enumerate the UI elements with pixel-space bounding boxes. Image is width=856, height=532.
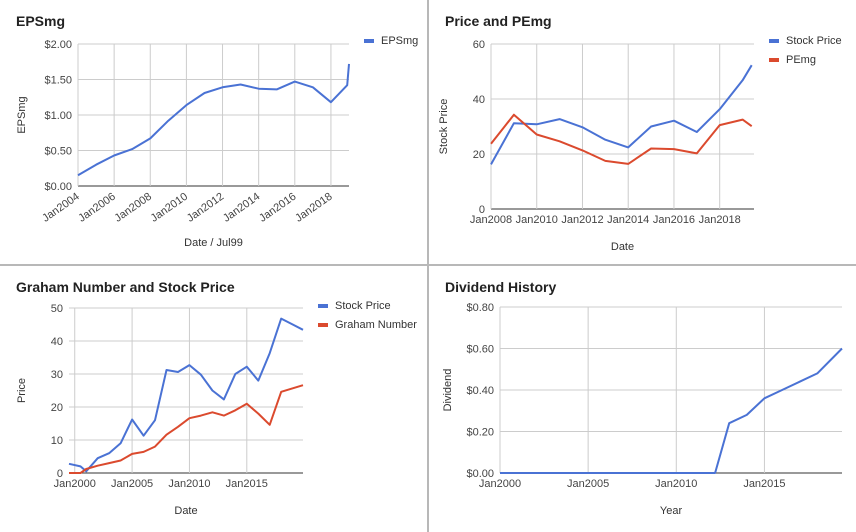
legend-label: PEmg	[786, 54, 816, 66]
chart-title: Graham Number and Stock Price	[16, 279, 235, 295]
x-tick-label: Jan2018	[293, 191, 334, 225]
dividend-chart-panel: Dividend History $0.00 $0.20 $0.40 $0.60 $0.8…	[429, 266, 856, 532]
y-axis-label: Price	[16, 378, 28, 403]
graham-chart-panel: Graham Number and Stock Price 0 10 20 30 40 50…	[0, 266, 427, 532]
y-tick-label: $0.50	[44, 146, 72, 158]
x-tick-label: Jan2014	[607, 214, 649, 226]
y-tick-label: 10	[51, 435, 63, 447]
y-tick-label: $2.00	[44, 39, 72, 51]
legend-swatch	[318, 323, 328, 327]
eps-chart-panel: EPSmg $0.00 $0.50 $1.00 $1.50 $2.00 Jan2004 Jan…	[0, 0, 427, 264]
x-tick-label: Jan2012	[185, 191, 226, 225]
y-axis-label: Dividend	[442, 369, 454, 412]
x-tick-label: Jan2010	[655, 478, 697, 490]
y-tick-label: $1.00	[44, 110, 72, 122]
y-axis-label: Stock Price	[438, 99, 450, 155]
x-tick-label: Jan2005	[111, 478, 153, 490]
y-tick-label: $0.40	[466, 385, 494, 397]
chart-title: EPSmg	[16, 13, 65, 29]
series-line-1	[69, 384, 304, 474]
x-tick-label: Jan2015	[743, 478, 785, 490]
x-axis-label: Year	[660, 505, 683, 517]
y-tick-label: 60	[473, 39, 485, 51]
y-tick-label: 0	[57, 468, 63, 480]
x-tick-label: Jan2006	[76, 191, 117, 225]
x-tick-label: Jan2016	[257, 191, 298, 225]
graham-chart: Graham Number and Stock Price 0 10 20 30 40 50…	[16, 279, 417, 517]
legend-label: Stock Price	[786, 35, 842, 47]
legend-swatch	[318, 304, 328, 308]
y-tick-label: $0.60	[466, 344, 494, 356]
y-tick-label: $0.20	[466, 427, 494, 439]
legend-label: EPSmg	[381, 35, 418, 47]
x-axis-label: Date	[611, 241, 634, 253]
grid-divider-vertical	[427, 0, 429, 532]
x-tick-label: Jan2000	[479, 478, 521, 490]
series-line-0	[490, 64, 753, 165]
y-tick-label: $0.00	[44, 181, 72, 193]
chart-title: Dividend History	[445, 279, 556, 295]
x-tick-label: Jan2005	[567, 478, 609, 490]
y-tick-label: 50	[51, 303, 63, 315]
y-tick-label: 0	[479, 204, 485, 216]
y-tick-label: 40	[51, 336, 63, 348]
y-axis-label: EPSmg	[16, 96, 28, 133]
y-tick-label: 30	[51, 369, 63, 381]
x-tick-label: Jan2018	[699, 214, 741, 226]
dividend-chart: Dividend History $0.00 $0.20 $0.40 $0.60 $0.8…	[442, 279, 843, 517]
x-tick-label: Jan2004	[40, 191, 81, 225]
price-pe-chart-panel: Price and PEmg 0 20 40 60 Jan2008 Jan2010 Jan20…	[429, 0, 856, 264]
y-tick-label: $0.80	[466, 302, 494, 314]
x-tick-label: Jan2008	[113, 191, 154, 225]
x-tick-label: Jan2014	[221, 191, 262, 225]
x-tick-label: Jan2000	[54, 478, 96, 490]
legend-swatch	[769, 58, 779, 62]
legend-swatch	[364, 39, 374, 43]
series-line-1	[490, 113, 753, 165]
x-tick-label: Jan2016	[653, 214, 695, 226]
x-tick-label: Jan2015	[226, 478, 268, 490]
y-tick-label: 20	[51, 402, 63, 414]
y-tick-label: 20	[473, 149, 485, 161]
y-tick-label: $0.00	[466, 468, 494, 480]
series-line-0	[500, 347, 843, 474]
legend-swatch	[769, 39, 779, 43]
x-axis-label: Date	[174, 505, 197, 517]
x-tick-label: Jan2010	[168, 478, 210, 490]
legend-label: Stock Price	[335, 300, 391, 312]
y-tick-label: 40	[473, 94, 485, 106]
x-tick-label: Jan2008	[470, 214, 512, 226]
x-tick-label: Jan2012	[561, 214, 603, 226]
chart-title: Price and PEmg	[445, 13, 552, 29]
legend-label: Graham Number	[335, 319, 417, 331]
series-line-0	[68, 317, 304, 473]
grid-divider-horizontal	[0, 264, 856, 266]
x-tick-label: Jan2010	[149, 191, 190, 225]
series-line-0	[77, 63, 350, 177]
y-tick-label: $1.50	[44, 75, 72, 87]
x-tick-label: Jan2010	[516, 214, 558, 226]
eps-chart: EPSmg$0.00$0.50$1.00$1.50$2.00Jan2004Jan…	[16, 13, 418, 249]
x-axis-label: Date / Jul99	[184, 237, 243, 249]
